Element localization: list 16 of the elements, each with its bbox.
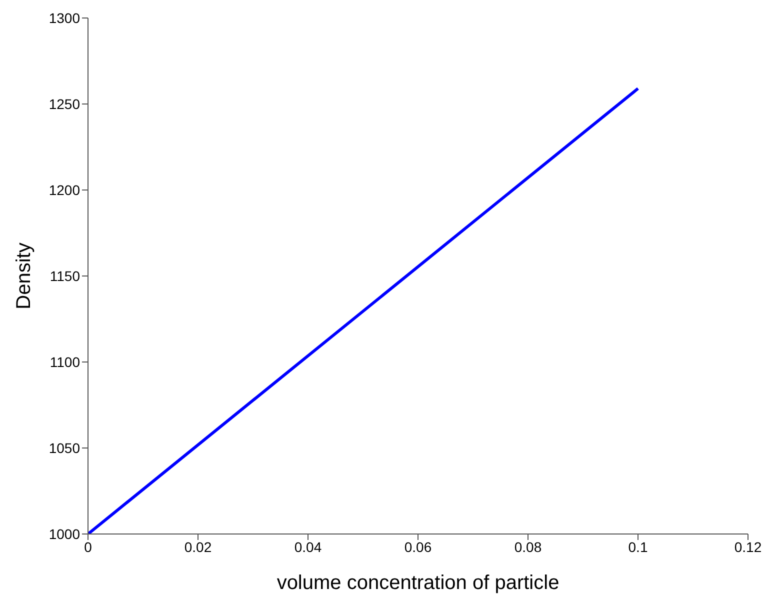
y-axis-title: Density [13,242,36,310]
y-tick-label: 1100 [50,354,80,370]
x-tick-label: 0.12 [734,538,762,555]
x-tick-label: 0.02 [184,538,212,555]
y-tick-label: 1250 [48,96,80,112]
y-tick-label: 1300 [48,10,80,26]
y-tick-label: 1200 [48,182,80,198]
y-tick-label: 1150 [50,268,80,284]
x-tick-label: 0.06 [404,538,432,555]
x-tick-label: 0 [84,538,92,555]
y-tick-label: 1050 [48,440,80,456]
x-tick-label: 0.1 [628,538,648,555]
y-tick-label: 1000 [48,526,80,542]
x-tick-label: 0.04 [294,538,322,555]
x-axis-title: volume concentration of particle [276,572,560,594]
x-tick-label: 0.08 [514,538,542,555]
